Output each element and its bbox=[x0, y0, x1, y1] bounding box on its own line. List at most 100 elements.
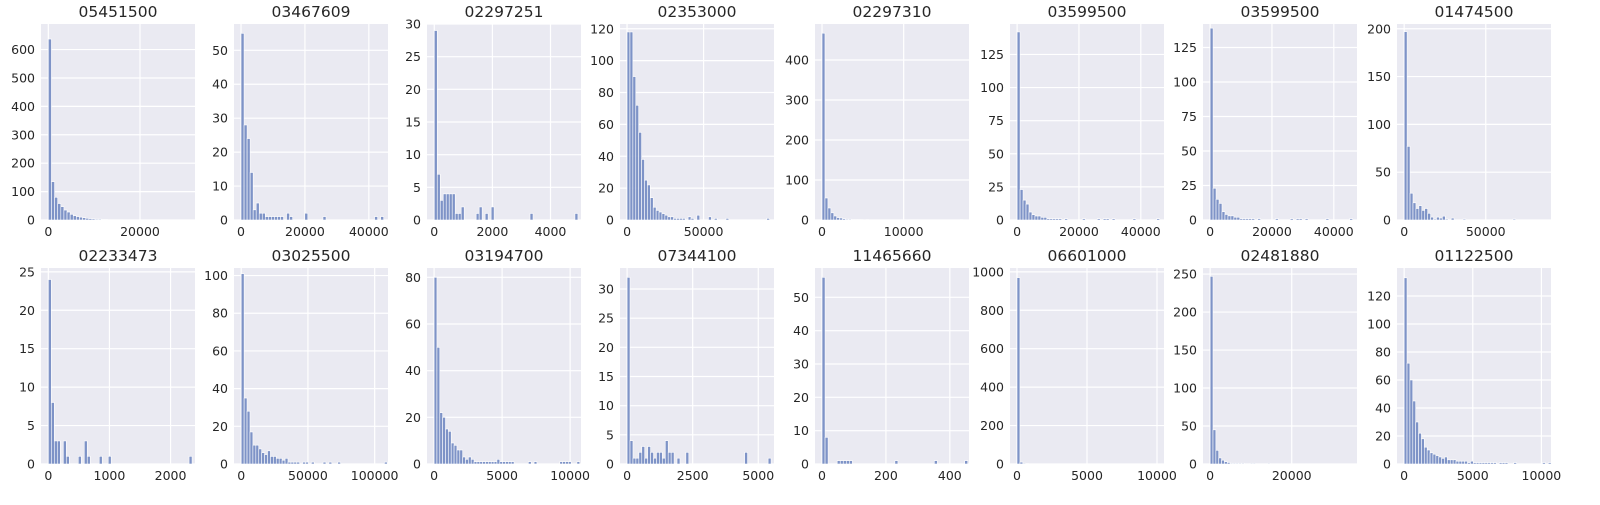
histogram-bar bbox=[287, 213, 290, 220]
y-tick-label: 100 bbox=[1367, 317, 1391, 332]
histogram-bar bbox=[1456, 461, 1459, 464]
histogram-bar bbox=[697, 215, 700, 220]
histogram-bar bbox=[1434, 219, 1437, 220]
histogram-bar bbox=[51, 182, 54, 220]
y-tick-label: 25 bbox=[19, 264, 35, 279]
y-tick-label: 300 bbox=[11, 127, 35, 142]
histogram-bar bbox=[285, 458, 288, 464]
x-tick-label: 0 bbox=[237, 224, 245, 239]
histogram-bar bbox=[92, 219, 95, 220]
histogram-bar bbox=[745, 452, 748, 464]
y-tick-label: 0 bbox=[413, 213, 421, 228]
histogram-bar bbox=[1463, 219, 1466, 220]
histogram-bar bbox=[276, 458, 279, 464]
histogram-bar bbox=[274, 217, 277, 220]
histogram-bar bbox=[1250, 463, 1253, 464]
histogram-bar bbox=[259, 213, 262, 220]
y-tick-label: 40 bbox=[598, 149, 614, 164]
y-tick-label: 80 bbox=[598, 85, 614, 100]
histogram-bar bbox=[497, 459, 500, 464]
y-tick-label: 250 bbox=[1173, 267, 1197, 282]
histogram-bar bbox=[437, 347, 440, 464]
histogram-bar bbox=[101, 219, 104, 220]
histogram-bar bbox=[1491, 463, 1494, 464]
histogram-bar bbox=[822, 277, 825, 464]
histogram-bar bbox=[1240, 219, 1243, 220]
histogram-bar bbox=[1439, 457, 1442, 464]
histogram-bar bbox=[306, 462, 309, 464]
chart-title: 01474500 bbox=[1435, 3, 1514, 21]
histogram-bar bbox=[1231, 216, 1234, 220]
y-tick-label: 0 bbox=[996, 213, 1004, 228]
y-tick-label: 150 bbox=[1173, 343, 1197, 358]
histogram-bar bbox=[659, 212, 662, 220]
histogram-bar bbox=[485, 462, 488, 464]
histogram-bar bbox=[268, 217, 271, 220]
histogram-bar bbox=[1451, 218, 1454, 220]
histogram-bar bbox=[1462, 461, 1465, 464]
y-tick-label: 100 bbox=[11, 184, 35, 199]
histogram-bar bbox=[80, 217, 83, 220]
histogram-bar bbox=[57, 441, 60, 464]
y-tick-label: 120 bbox=[590, 21, 614, 36]
x-tick-label: 10000 bbox=[1137, 468, 1177, 483]
histogram-bar bbox=[1242, 463, 1245, 464]
y-tick-label: 15 bbox=[598, 369, 614, 384]
x-tick-label: 5000 bbox=[486, 468, 518, 483]
histogram-bar bbox=[271, 217, 274, 220]
x-tick-label: 0 bbox=[1400, 468, 1408, 483]
x-tick-label: 40000 bbox=[1121, 224, 1161, 239]
histogram-bar bbox=[1485, 463, 1488, 464]
histogram-bar bbox=[654, 458, 657, 464]
histogram-bar bbox=[676, 218, 679, 220]
y-tick-label: 50 bbox=[1181, 143, 1197, 158]
y-tick-label: 25 bbox=[1181, 178, 1197, 193]
histogram-bar bbox=[244, 125, 247, 220]
histogram-bar bbox=[54, 441, 57, 464]
y-tick-label: 20 bbox=[405, 82, 421, 97]
histogram-bar bbox=[1488, 463, 1491, 464]
histogram-bar bbox=[434, 277, 437, 464]
histogram-bar bbox=[466, 459, 469, 464]
histogram-bar bbox=[1097, 219, 1100, 220]
histogram-bar bbox=[1470, 461, 1473, 464]
y-tick-label: 60 bbox=[598, 117, 614, 132]
histogram-bar bbox=[644, 180, 647, 220]
histogram-bar bbox=[468, 457, 471, 464]
histogram-bar bbox=[460, 450, 463, 464]
histogram-bar bbox=[338, 462, 341, 464]
histogram-bar bbox=[1326, 219, 1329, 220]
histogram-bar bbox=[1017, 278, 1020, 464]
histogram-bar bbox=[656, 452, 659, 464]
chart-title: 02233473 bbox=[79, 247, 158, 265]
histogram-bar bbox=[108, 456, 111, 464]
histogram-bar bbox=[1404, 278, 1407, 464]
y-tick-label: 100 bbox=[1173, 74, 1197, 89]
y-tick-label: 0 bbox=[1383, 457, 1391, 472]
chart-title: 03599500 bbox=[1241, 3, 1320, 21]
histogram-bar bbox=[1514, 463, 1517, 464]
histogram-bar bbox=[280, 217, 283, 220]
histogram-bar bbox=[1404, 32, 1407, 220]
x-tick-label: 2500 bbox=[677, 468, 709, 483]
histogram-bar bbox=[89, 219, 92, 220]
y-tick-label: 0 bbox=[1189, 457, 1197, 472]
histogram-bar bbox=[840, 218, 843, 220]
histogram-bar bbox=[636, 458, 639, 464]
histogram-bar bbox=[648, 447, 651, 465]
histogram-bar bbox=[1436, 217, 1439, 220]
chart-title: 02297251 bbox=[465, 3, 544, 21]
histogram-bar bbox=[653, 207, 656, 220]
histogram-bar bbox=[837, 218, 840, 220]
histogram-bar bbox=[1050, 219, 1053, 220]
histogram-bar bbox=[1219, 458, 1222, 464]
histogram-bar bbox=[288, 462, 291, 464]
histogram-bar bbox=[1502, 463, 1505, 464]
y-tick-label: 800 bbox=[980, 303, 1004, 318]
histogram-bar bbox=[384, 462, 387, 464]
histogram-bar bbox=[768, 458, 771, 464]
y-tick-label: 10 bbox=[405, 147, 421, 162]
histogram-bar bbox=[1425, 209, 1428, 220]
